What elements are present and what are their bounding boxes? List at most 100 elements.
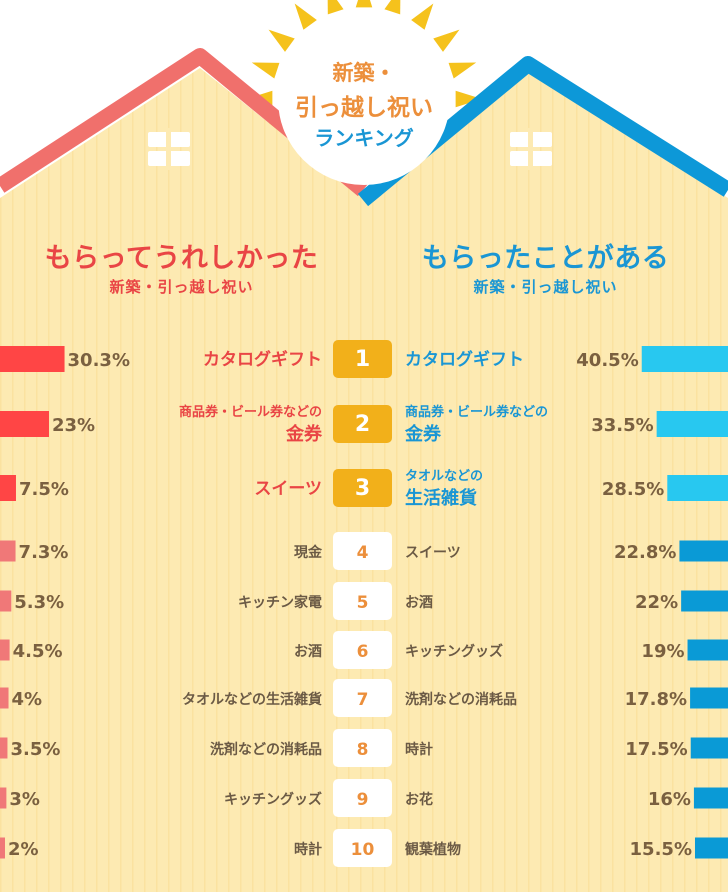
rank-badge	[333, 729, 392, 767]
right-header-title: もらったことがある	[421, 243, 670, 274]
rank-badge	[333, 405, 392, 443]
left-value-label: 2%	[8, 839, 39, 860]
title-line-3: ランキング	[314, 126, 414, 150]
sun-ray	[448, 62, 477, 79]
right-value-label: 17.8%	[625, 689, 687, 710]
rank-number: 6	[357, 642, 369, 662]
left-house	[0, 48, 369, 892]
rank-badge	[333, 582, 392, 620]
right-category-label: カタログギフト	[405, 349, 524, 370]
right-bar	[681, 590, 728, 612]
left-value-label: 3.5%	[10, 739, 60, 760]
right-category-label-line1: タオルなどの	[405, 469, 483, 484]
right-header-subtitle: 新築・引っ越し祝い	[473, 278, 618, 296]
right-value-label: 15.5%	[630, 839, 692, 860]
right-bar	[690, 687, 728, 709]
left-category-label: キッチングッズ	[224, 791, 322, 808]
left-category-label-line2: 金券	[285, 423, 323, 445]
rank-number: 3	[355, 476, 370, 501]
sun-disc	[278, 13, 450, 185]
sun-ray	[455, 90, 482, 108]
rank-number: 5	[357, 593, 369, 613]
rank-number: 10	[351, 840, 375, 860]
right-value-label: 22.8%	[614, 542, 676, 563]
left-bar	[0, 687, 9, 709]
left-value-label: 7.3%	[19, 542, 69, 563]
right-category-label: スイーツ	[405, 545, 461, 561]
left-value-label: 4.5%	[13, 641, 63, 662]
sun-ray	[294, 3, 317, 30]
right-value-label: 28.5%	[602, 479, 664, 500]
right-value-label: 17.5%	[625, 739, 687, 760]
right-bar	[679, 540, 728, 562]
rank-badge	[333, 679, 392, 717]
right-bar	[690, 737, 728, 759]
rank-badge	[333, 469, 392, 507]
rank-badge	[333, 779, 392, 817]
left-header-subtitle: 新築・引っ越し祝い	[109, 278, 254, 296]
left-value-label: 23%	[52, 415, 95, 436]
left-value-label: 3%	[9, 789, 40, 810]
right-bar	[656, 411, 728, 437]
right-value-label: 40.5%	[576, 350, 638, 371]
right-window-icon	[510, 128, 552, 170]
sun-ray	[268, 29, 295, 52]
right-bar	[687, 639, 728, 661]
rank-number: 7	[357, 690, 369, 710]
left-value-label: 5.3%	[14, 592, 64, 613]
left-category-label: 時計	[294, 841, 322, 858]
left-category-label: スイーツ	[254, 479, 322, 499]
left-bar	[0, 639, 10, 661]
title-line-1: 新築・	[332, 61, 396, 85]
left-bar	[0, 590, 12, 612]
left-bar	[0, 411, 49, 437]
title-line-2: 引っ越し祝い	[295, 95, 433, 121]
rank-number: 9	[357, 790, 369, 810]
right-category-label-line2: 金券	[404, 423, 442, 445]
sun-ray	[411, 3, 434, 30]
left-header-title: もらってうれしかった	[44, 243, 319, 274]
left-value-label: 30.3%	[68, 350, 130, 371]
left-category-label: カタログギフト	[203, 349, 322, 370]
sun-ray	[355, 0, 373, 8]
right-category-label: 観葉植物	[405, 841, 461, 858]
right-value-label: 22%	[635, 592, 678, 613]
right-category-label: お花	[405, 791, 433, 808]
right-category-label: 時計	[405, 741, 433, 758]
rank-badge	[333, 532, 392, 570]
left-category-label-line1: 商品券・ビール券などの	[179, 404, 322, 420]
left-bar	[0, 787, 7, 809]
right-category-label-line1: 商品券・ビール券などの	[405, 404, 548, 420]
right-bar	[667, 475, 728, 501]
left-category-label: お酒	[294, 644, 322, 660]
right-value-label: 16%	[648, 789, 691, 810]
left-category-label: タオルなどの生活雑貨	[182, 691, 322, 708]
right-category-label: 洗剤などの消耗品	[405, 691, 517, 708]
rank-number: 1	[355, 347, 370, 372]
rank-number: 2	[355, 412, 370, 437]
left-bar	[0, 737, 8, 759]
sun-ray	[251, 62, 280, 79]
right-value-label: 33.5%	[591, 415, 653, 436]
rank-badge	[333, 631, 392, 669]
rank-badge	[333, 829, 392, 867]
rank-number: 4	[357, 543, 369, 563]
sun-ray	[384, 0, 401, 15]
right-bar	[694, 837, 728, 859]
right-bar	[693, 787, 728, 809]
left-category-label: 現金	[294, 544, 323, 561]
right-category-label: お酒	[405, 595, 433, 611]
right-bar	[641, 346, 728, 372]
left-category-label: キッチン家電	[238, 594, 322, 611]
right-value-label: 19%	[641, 641, 684, 662]
left-category-label: 洗剤などの消耗品	[210, 741, 322, 758]
sun-ray	[433, 29, 460, 52]
left-bar	[0, 475, 16, 501]
right-category-label: キッチングッズ	[405, 643, 503, 660]
left-bar	[0, 346, 65, 372]
right-category-label-line2: 生活雑貨	[405, 487, 477, 509]
rank-number: 8	[357, 740, 369, 760]
left-window-icon	[148, 128, 190, 170]
